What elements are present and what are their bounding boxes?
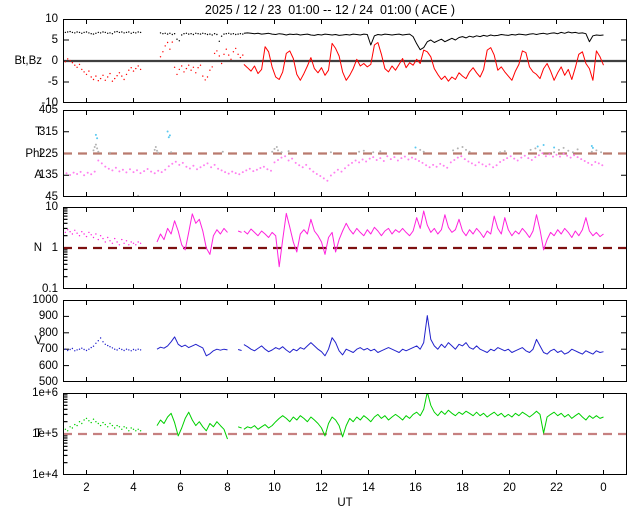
- y-tick-label: 225: [38, 147, 58, 160]
- plot-title: 2025 / 12 / 23 01:00 -- 12 / 24 01:00 ( …: [204, 3, 456, 17]
- y-tick-label: 700: [38, 343, 58, 356]
- y-tick-label: 315: [38, 125, 58, 138]
- y-tick-label: 135: [38, 169, 58, 182]
- y-tick-label: 500: [38, 376, 58, 388]
- y-axis-unit-label: Phi: [25, 147, 42, 160]
- x-tick-label: 12: [315, 482, 328, 494]
- y-axis-unit-label: V: [34, 335, 42, 347]
- y-tick-label: 1e+5: [32, 428, 58, 440]
- y-axis-unit-label: T: [34, 428, 42, 440]
- y-tick-label: 1e+6: [32, 387, 58, 399]
- y-axis-unit-label: Bt,Bz: [14, 55, 42, 67]
- x-tick-label: 10: [268, 482, 281, 494]
- y-tick-label: -5: [47, 76, 58, 88]
- x-tick-label: 4: [130, 482, 137, 494]
- y-axis-unit-label: A: [34, 169, 42, 182]
- x-tick-label: 14: [362, 482, 375, 494]
- x-tick-label: 8: [224, 482, 231, 494]
- y-tick-label: 405: [38, 104, 58, 116]
- y-tick-label: 1e+4: [32, 469, 58, 481]
- y-tick-label: 1: [51, 242, 58, 254]
- y-tick-label: 0.1: [42, 283, 58, 295]
- y-tick-label: 10: [45, 201, 58, 213]
- y-tick-label: 800: [38, 326, 58, 339]
- x-tick-label: 18: [456, 482, 469, 494]
- panel-n-plot: [63, 207, 627, 289]
- panel-v-plot: [63, 300, 627, 382]
- x-tick-label: 0: [600, 482, 607, 494]
- panel-bt-bz-plot: [63, 19, 627, 103]
- panel-t-plot: [63, 393, 627, 475]
- x-tick-label: 22: [550, 482, 563, 494]
- x-axis-label: UT: [337, 497, 353, 509]
- y-tick-label: 600: [38, 359, 58, 372]
- y-tick-label: 0: [51, 55, 58, 67]
- y-axis-unit-label: N: [33, 242, 42, 254]
- y-tick-label: 900: [38, 310, 58, 323]
- y-tick-label: 45: [45, 191, 58, 203]
- panel-phi-t-a-plot: [63, 110, 627, 197]
- y-axis-unit-label: T: [34, 125, 42, 138]
- x-tick-label: 16: [409, 482, 422, 494]
- y-tick-label: -10: [41, 97, 58, 109]
- y-tick-label: 5: [51, 34, 58, 46]
- x-tick-label: 20: [503, 482, 516, 494]
- y-tick-label: 10: [45, 13, 58, 25]
- x-tick-label: 6: [177, 482, 184, 494]
- x-tick-label: 2: [83, 482, 90, 494]
- y-tick-label: 1000: [32, 294, 58, 306]
